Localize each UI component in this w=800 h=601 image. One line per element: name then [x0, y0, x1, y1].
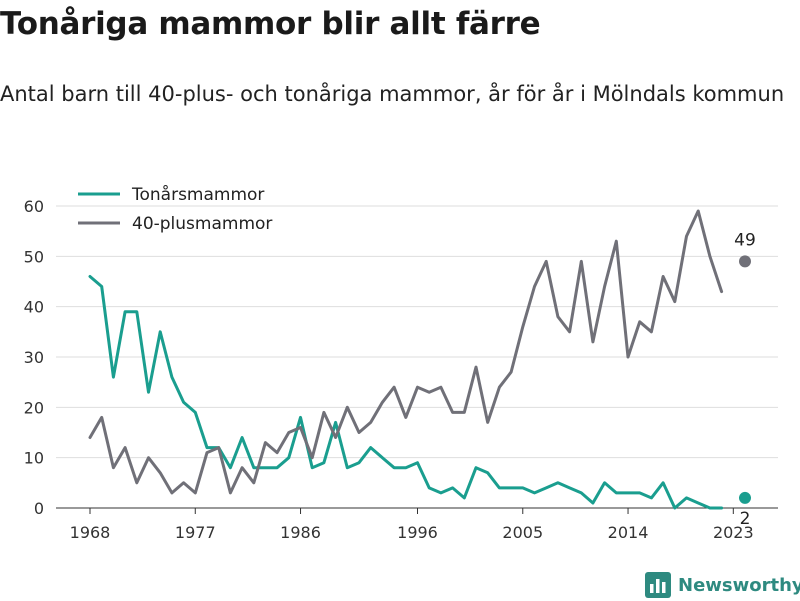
- series: [90, 211, 751, 508]
- y-tick-label: 30: [24, 348, 44, 367]
- y-tick-label: 40: [24, 298, 44, 317]
- x-tick-label: 2014: [608, 523, 649, 542]
- x-tick-label: 1996: [397, 523, 438, 542]
- end-point: [739, 255, 751, 268]
- series-line: [90, 277, 745, 509]
- y-tick-label: 50: [24, 247, 44, 266]
- legend: Tonårsmammor 40-plusmammor: [78, 184, 272, 234]
- end-point: [739, 491, 751, 504]
- end-label: 2: [740, 509, 751, 529]
- end-labels: 2 49: [734, 230, 756, 529]
- chart-subtitle: Antal barn till 40-plus- och tonåriga ma…: [0, 82, 785, 106]
- axes: 0 10 20 30 40 50 60 1968 1977 1986 1996 2005 2014 202…: [24, 197, 778, 542]
- x-tick-label: 1986: [280, 523, 321, 542]
- y-tick-label: 20: [24, 398, 44, 417]
- newsworthy-icon: [645, 572, 671, 598]
- x-tick-label: 1977: [175, 523, 216, 542]
- legend-label: 40-plusmammor: [132, 214, 272, 234]
- y-tick-label: 60: [24, 197, 44, 216]
- newsworthy-logo: Newsworthy: [645, 569, 800, 601]
- grid-lines: [56, 205, 778, 459]
- chart-title: Tonåriga mammor blir allt färre: [0, 6, 541, 42]
- y-tick-label: 0: [34, 499, 44, 518]
- x-tick-label: 2023: [713, 523, 754, 542]
- end-label: 49: [734, 230, 756, 250]
- series-line: [90, 211, 745, 493]
- y-tick-label: 10: [24, 449, 44, 468]
- x-tick-label: 2005: [502, 523, 543, 542]
- legend-label: Tonårsmammor: [131, 184, 264, 205]
- x-tick-label: 1968: [70, 523, 111, 542]
- brand-name: Newsworthy: [678, 574, 800, 596]
